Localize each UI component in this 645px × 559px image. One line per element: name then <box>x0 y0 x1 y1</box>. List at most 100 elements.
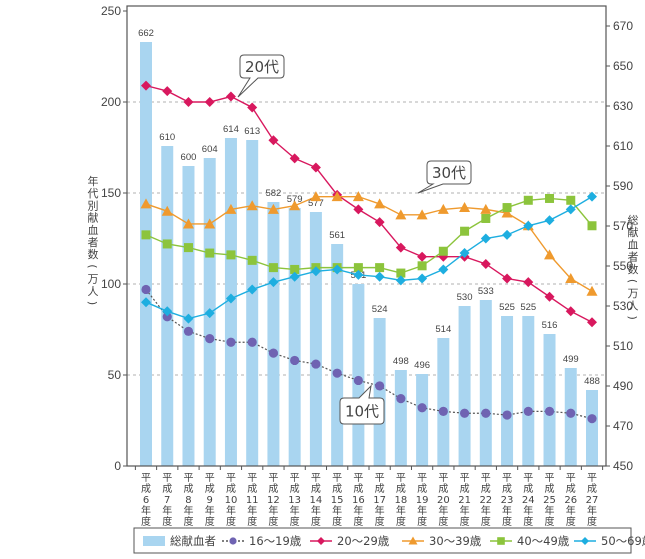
axis-title-char: 血 <box>628 237 639 251</box>
x-label-char: 22 <box>479 495 492 506</box>
point-2-5 <box>246 200 258 211</box>
point-0-8 <box>311 359 321 369</box>
bar-label-13: 496 <box>414 360 430 371</box>
callout-label: 10代 <box>345 403 379 421</box>
x-label-char: 7 <box>164 495 170 506</box>
x-label-char: 年 <box>375 504 385 517</box>
x-label-char: 成 <box>545 483 555 495</box>
point-2-7 <box>289 200 301 211</box>
point-0-16 <box>481 408 491 418</box>
bar-18 <box>522 316 535 466</box>
x-label-char: 度 <box>353 515 363 528</box>
x-label-char: 度 <box>396 515 406 528</box>
x-label-char: 10 <box>225 495 238 506</box>
point-1-16 <box>480 258 491 269</box>
point-0-5 <box>247 337 257 347</box>
point-4-10 <box>353 269 364 280</box>
x-label-char: 成 <box>226 483 236 495</box>
x-label-char: 19 <box>416 495 429 506</box>
x-label-char: 年 <box>523 504 533 517</box>
point-1-3 <box>204 97 215 107</box>
bar-9 <box>331 244 344 466</box>
x-label-char: 度 <box>566 515 576 528</box>
bar-7 <box>288 208 301 466</box>
x-label-char: 26 <box>564 495 577 506</box>
right-tick-label-510: 510 <box>613 339 633 353</box>
x-label-char: 平 <box>226 473 236 484</box>
bar-21 <box>586 390 598 466</box>
point-4-4 <box>225 293 236 304</box>
point-1-2 <box>183 97 194 107</box>
bar-label-12: 498 <box>393 356 409 367</box>
point-2-16 <box>480 203 492 214</box>
axis-title-char: ) <box>626 315 639 319</box>
point-2-20 <box>565 273 577 284</box>
x-label-char: 成 <box>481 483 491 495</box>
legend-item-30〜39歳: 30〜39歳 <box>402 534 482 548</box>
bar-label-1: 610 <box>159 132 175 143</box>
legend-marker <box>229 537 237 545</box>
x-label-char: 平 <box>162 473 172 484</box>
point-4-6 <box>268 277 279 288</box>
x-label-char: 度 <box>460 515 470 528</box>
point-1-6 <box>268 135 279 146</box>
x-label-char: 年 <box>205 504 215 517</box>
bar-10 <box>352 284 365 466</box>
legend-label: 16〜19歳 <box>249 534 302 548</box>
x-label-char: 年 <box>268 504 278 517</box>
x-label-char: 度 <box>183 515 193 528</box>
point-0-4 <box>226 337 236 347</box>
right-tick-label-610: 610 <box>613 139 633 153</box>
point-4-12 <box>395 275 406 286</box>
right-tick-label-630: 630 <box>613 99 633 113</box>
x-label-char: 16 <box>352 495 365 506</box>
series-16〜19歳 <box>141 284 597 424</box>
point-3-15 <box>460 226 470 236</box>
point-0-15 <box>459 408 470 418</box>
bar-14 <box>437 338 450 466</box>
x-label-char: 13 <box>288 495 301 506</box>
axis-title-char: 数 <box>88 248 99 261</box>
bar-label-21: 488 <box>584 376 600 387</box>
bar-label-5: 613 <box>244 126 260 137</box>
bar-label-9: 561 <box>329 230 345 241</box>
x-label-char: 成 <box>396 483 406 495</box>
point-4-11 <box>374 271 385 282</box>
point-3-17 <box>502 203 512 213</box>
legend-item-16〜19歳: 16〜19歳 <box>222 534 302 548</box>
x-label-char: 平 <box>332 473 342 484</box>
left-tick-label-0: 0 <box>114 459 121 473</box>
x-label-char: 平 <box>587 473 597 484</box>
bar-11 <box>373 318 386 466</box>
point-1-21 <box>587 317 597 328</box>
x-label-char: 14 <box>310 495 323 506</box>
legend-item-40〜49歳: 40〜49歳 <box>490 534 570 548</box>
axes: 0 50 100 150 200 250 450 470 490 510 530 550 570 590 6… <box>101 4 633 473</box>
point-2-21 <box>586 285 598 296</box>
bar-0 <box>140 42 152 466</box>
x-label-char: 年 <box>162 504 172 517</box>
point-2-6 <box>267 203 279 214</box>
x-label-char: 年 <box>290 504 300 517</box>
x-label-char: 年 <box>332 504 342 517</box>
x-label-char: 成 <box>332 483 342 495</box>
x-tick-labels: 平成6年度平成7年度平成8年度平成9年度平成10年度平成11年度平成12年度平成… <box>141 473 598 528</box>
point-1-20 <box>565 306 576 317</box>
x-label-char: 度 <box>438 515 448 528</box>
x-label-char: 12 <box>267 495 280 506</box>
point-4-17 <box>502 229 513 240</box>
x-label-char: 年 <box>417 504 427 517</box>
line-4 <box>145 196 593 320</box>
x-label-char: 度 <box>545 515 555 528</box>
axis-title-char: ( <box>86 264 99 268</box>
x-label-char: 平 <box>247 473 257 484</box>
x-label-char: 成 <box>460 483 470 495</box>
x-label-char: 度 <box>375 515 385 528</box>
point-3-0 <box>141 230 151 240</box>
x-label-char: 年 <box>460 504 470 517</box>
